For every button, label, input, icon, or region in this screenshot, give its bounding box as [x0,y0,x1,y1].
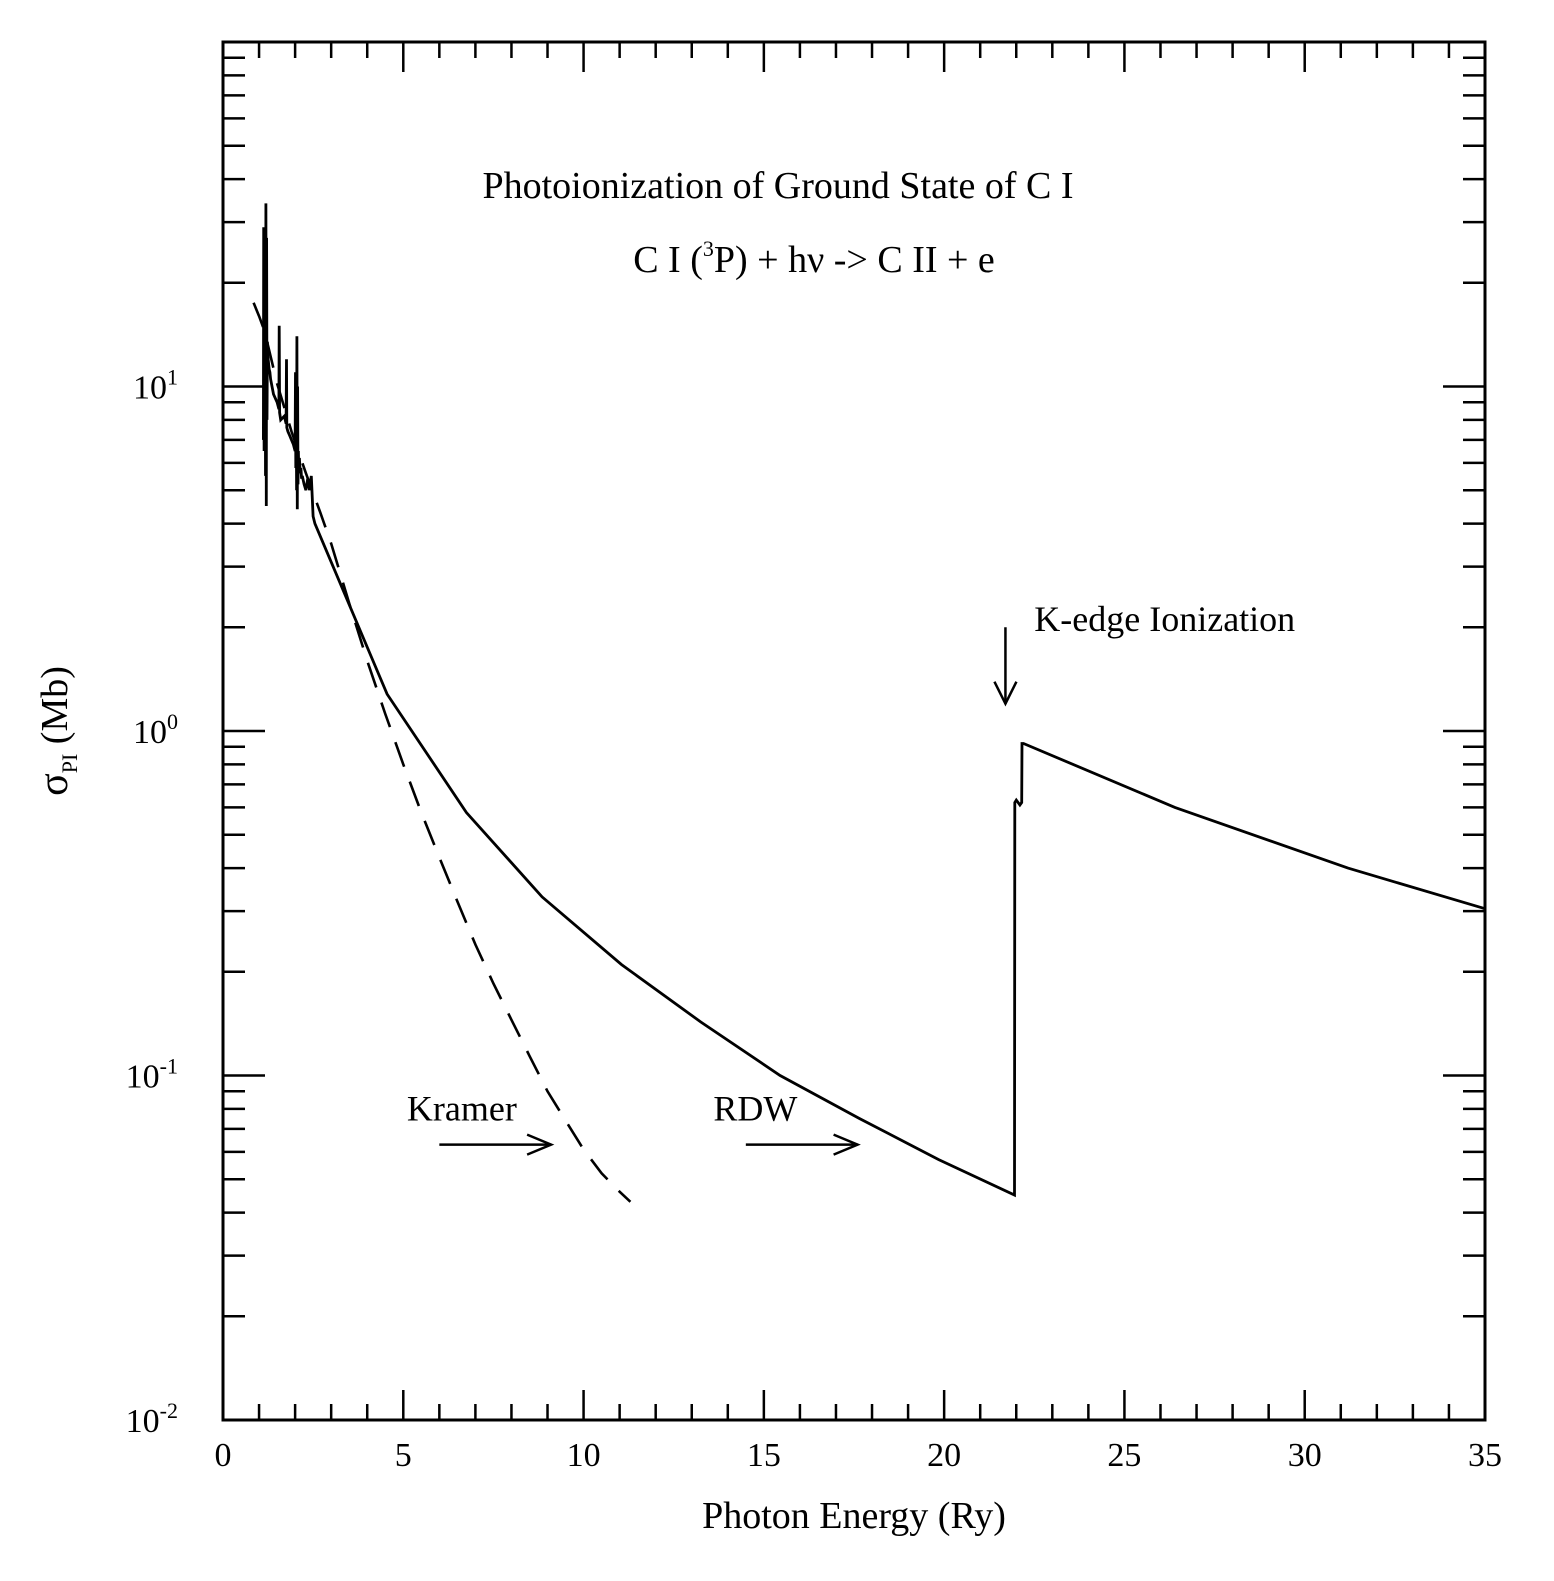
subtitle-superscript: 3 [703,236,714,261]
y-axis-symbol: σ [31,773,77,796]
y-tick-base: 10 [126,1403,160,1440]
series-layer [252,203,1486,1203]
annotation-label-k-edge-ionization: K-edge Ionization [1034,599,1295,639]
y-axis-title: σPI (Mb) [31,666,82,796]
axis-ticks [221,42,1487,1422]
x-tick-label: 20 [927,1437,961,1474]
y-tick-exponent: 0 [167,709,178,734]
chart-subtitle: C I (3P) + hν -> C II + e [633,236,995,281]
y-axis-subscript: PI [57,754,82,774]
annotations-layer: K-edge Ionization Kramer RDW [407,599,1295,1156]
y-tick-label: 10-1 [126,1054,178,1096]
x-tick-label: 30 [1288,1437,1322,1474]
y-tick-label: 10-2 [126,1398,178,1440]
x-tick-label: 0 [215,1437,232,1474]
y-tick-exponent: -1 [160,1054,178,1079]
annotation-arrowhead-rdw [833,1133,861,1156]
subtitle-prefix: C I ( [633,239,703,281]
y-tick-exponent: 1 [167,365,178,390]
x-tick-label: 15 [747,1437,781,1474]
x-tick-label: 5 [395,1437,412,1474]
y-tick-label: 101 [133,365,178,407]
series-line-kramer [252,302,632,1203]
annotation-arrowhead-k-edge-ionization [993,681,1018,707]
y-tick-base: 10 [126,1059,160,1096]
subtitle-suffix: P) + hν -> C II + e [714,239,995,281]
x-tick-label: 10 [567,1437,601,1474]
annotation-arrowhead-kramer [526,1133,555,1156]
y-tick-exponent: -2 [160,1398,178,1423]
y-tick-base: 10 [133,370,167,407]
annotation-label-kramer: Kramer [407,1089,517,1129]
y-axis-unit: (Mb) [34,666,76,754]
x-tick-label: 35 [1468,1437,1502,1474]
y-tick-label: 100 [133,709,178,751]
x-tick-label: 25 [1107,1437,1141,1474]
y-tick-base: 10 [133,714,167,751]
series-line-rdw [261,203,1486,1198]
x-axis-title: Photon Energy (Ry) [702,1495,1006,1537]
chart-title: Photoionization of Ground State of C I [482,165,1073,207]
annotation-label-rdw: RDW [713,1089,797,1129]
